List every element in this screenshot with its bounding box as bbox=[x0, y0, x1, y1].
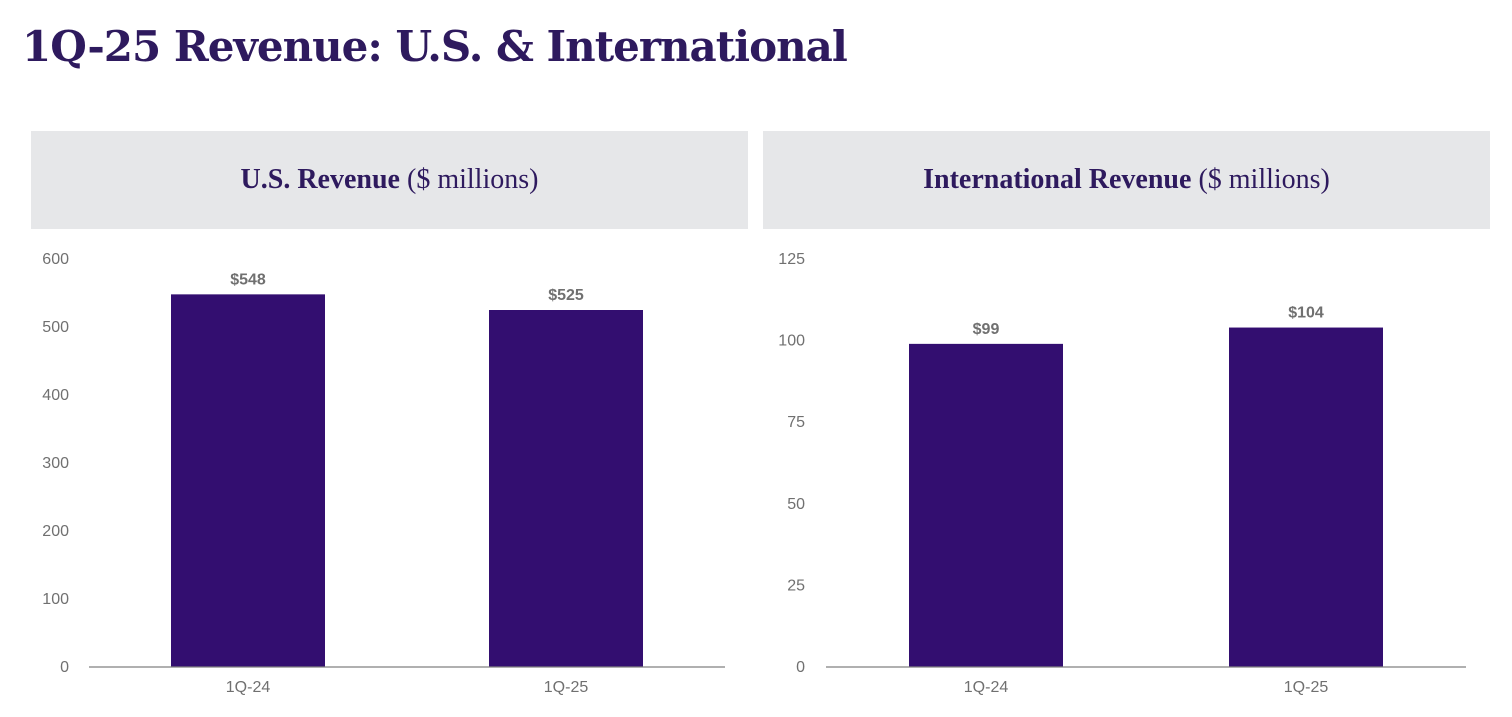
us-revenue-units: ($ millions) bbox=[407, 164, 539, 195]
international-y-tick-label: 50 bbox=[787, 496, 805, 513]
international-revenue-header: International Revenue ($ millions) bbox=[763, 131, 1490, 229]
us-revenue-header: U.S. Revenue ($ millions) bbox=[31, 131, 748, 229]
international-data-label: $99 bbox=[973, 321, 1000, 338]
international-data-label: $104 bbox=[1288, 305, 1324, 322]
international-revenue-units: ($ millions) bbox=[1198, 164, 1330, 195]
international-bar-1q-24 bbox=[909, 343, 1063, 667]
international-x-tick-label: 1Q-24 bbox=[964, 679, 1009, 696]
international-y-tick-label: 25 bbox=[787, 577, 805, 594]
us-y-tick-label: 400 bbox=[42, 387, 69, 404]
us-y-tick-label: 0 bbox=[60, 659, 69, 676]
international-x-tick-label: 1Q-25 bbox=[1284, 679, 1329, 696]
us-y-tick-label: 500 bbox=[42, 319, 69, 336]
us-y-tick-label: 600 bbox=[42, 251, 69, 268]
us-revenue-chart: 0 100 200 300 400 500 600 $548 1Q-24 $525 1Q-25 bbox=[42, 251, 725, 696]
us-bar-1q-25 bbox=[489, 310, 643, 667]
international-y-tick-label: 75 bbox=[787, 414, 805, 431]
us-y-tick-label: 100 bbox=[42, 591, 69, 608]
international-y-tick-label: 100 bbox=[778, 333, 805, 350]
page-title: 1Q-25 Revenue: U.S. & International bbox=[22, 22, 848, 71]
international-bar-1q-25 bbox=[1229, 327, 1383, 667]
us-data-label: $548 bbox=[230, 271, 266, 288]
us-x-tick-label: 1Q-24 bbox=[226, 679, 271, 696]
us-data-label: $525 bbox=[548, 287, 584, 304]
us-x-tick-label: 1Q-25 bbox=[544, 679, 589, 696]
us-bar-1q-24 bbox=[171, 294, 325, 667]
international-y-tick-label: 125 bbox=[778, 251, 805, 268]
us-y-tick-label: 200 bbox=[42, 523, 69, 540]
us-y-tick-label: 300 bbox=[42, 455, 69, 472]
us-revenue-title: U.S. Revenue bbox=[240, 164, 400, 195]
international-revenue-title: International Revenue bbox=[923, 164, 1192, 195]
international-y-tick-label: 0 bbox=[796, 659, 805, 676]
